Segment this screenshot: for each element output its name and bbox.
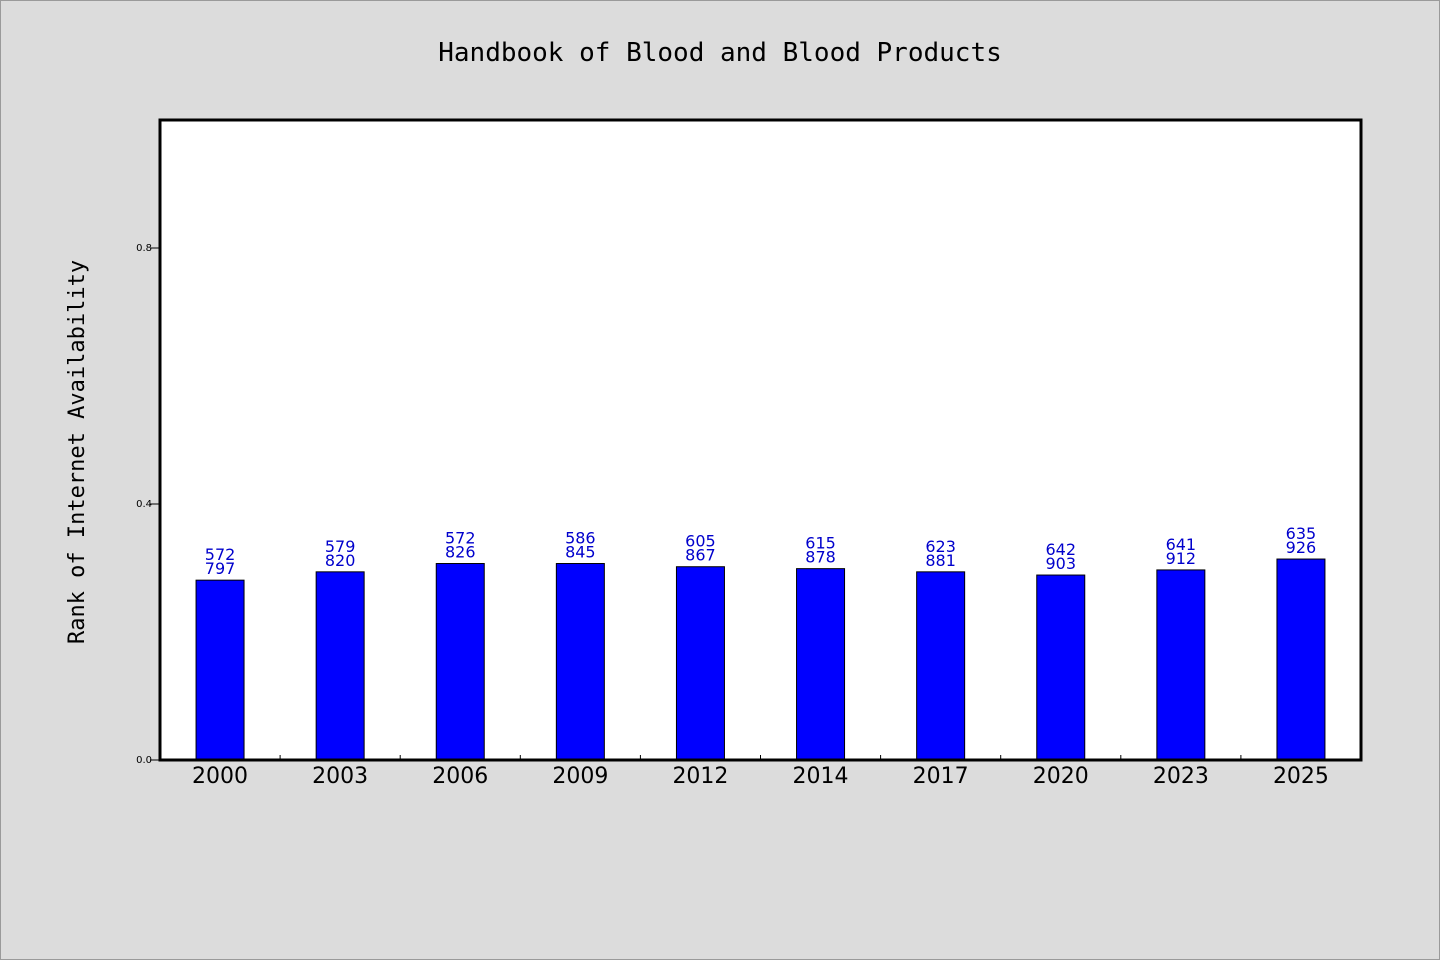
data-label-top-2023: 641	[1166, 535, 1197, 554]
data-label-bottom-2006: 826	[445, 543, 476, 562]
bar-2009	[555, 563, 605, 761]
y-axis-label: Rank of Internet Availability	[65, 260, 90, 644]
x-tick-label-2017: 2017	[913, 764, 969, 789]
ticks-layer: 2000 2003 2006 2009 2012 2014 2017 2020 2023 2025…	[136, 243, 1329, 789]
data-label-bottom-2000: 797	[205, 559, 236, 578]
data-label-top-2000: 572	[205, 545, 236, 564]
data-label-top-2014: 615	[805, 534, 836, 553]
x-tick-label-2023: 2023	[1153, 764, 1209, 789]
x-tick-label-2000: 2000	[192, 764, 248, 789]
bar-2020	[1036, 574, 1086, 761]
data-label-top-2006: 572	[445, 529, 476, 548]
data-label-top-2012: 605	[685, 532, 716, 551]
bar-2012	[675, 566, 725, 761]
y-tick-label: 0.4	[136, 499, 152, 510]
data-label-bottom-2014: 878	[805, 548, 836, 567]
x-tick-label-2003: 2003	[312, 764, 368, 789]
data-label-bottom-2020: 903	[1045, 554, 1076, 573]
data-label-top-2003: 579	[325, 537, 356, 556]
data-label-bottom-2023: 912	[1166, 549, 1197, 568]
bar-2017	[916, 571, 966, 761]
plot-border	[158, 118, 1363, 762]
data-label-bottom-2009: 845	[565, 543, 596, 562]
bar-2014	[796, 568, 846, 761]
x-tick-label-2012: 2012	[672, 764, 728, 789]
x-tick-label-2009: 2009	[552, 764, 608, 789]
chart-title: Handbook of Blood and Blood Products	[438, 38, 1002, 68]
bars-layer: 5727975798205728265868456058676158786238…	[195, 524, 1326, 761]
data-label-bottom-2003: 820	[325, 551, 356, 570]
data-label-top-2009: 586	[565, 529, 596, 548]
x-tick-label-2020: 2020	[1033, 764, 1089, 789]
y-tick-label: 0.0	[136, 755, 152, 766]
data-label-bottom-2012: 867	[685, 546, 716, 565]
data-label-top-2017: 623	[925, 537, 956, 556]
data-label-bottom-2017: 881	[925, 551, 956, 570]
bar-2023	[1156, 569, 1206, 761]
bar-2006	[435, 563, 485, 761]
bar-2003	[315, 571, 365, 761]
x-tick-label-2014: 2014	[793, 764, 849, 789]
y-tick-label: 0.8	[136, 243, 152, 254]
data-label-bottom-2025: 926	[1286, 538, 1317, 557]
x-tick-label-2006: 2006	[432, 764, 488, 789]
bar-2000	[195, 579, 245, 761]
data-label-top-2025: 635	[1286, 524, 1317, 543]
data-label-top-2020: 642	[1045, 540, 1076, 559]
x-tick-label-2025: 2025	[1273, 764, 1329, 789]
bar-2025	[1276, 558, 1326, 761]
